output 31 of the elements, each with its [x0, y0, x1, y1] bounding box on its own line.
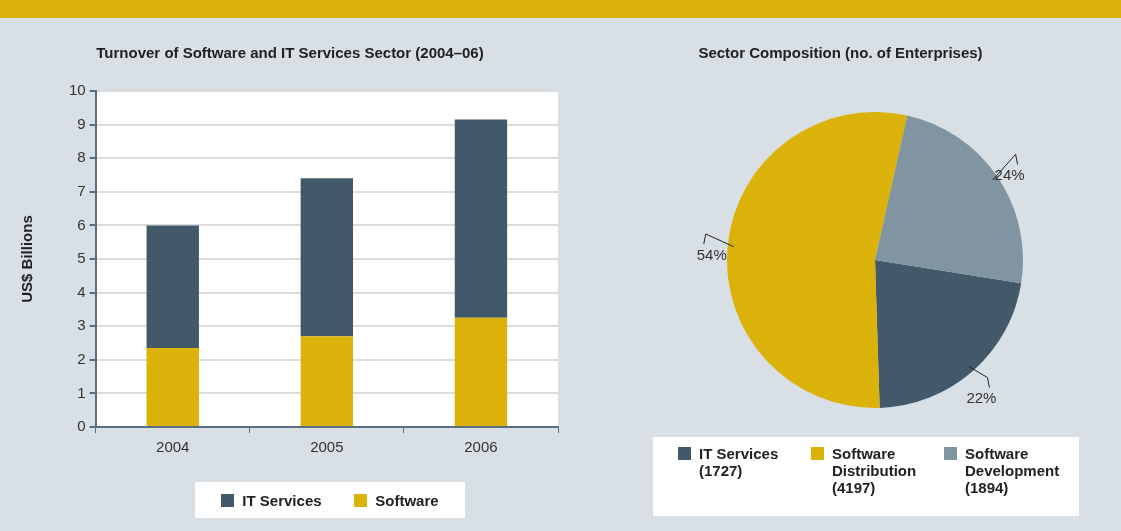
data-label: 54%: [696, 245, 727, 263]
bar: [454, 317, 508, 426]
legend-label: Software: [375, 491, 439, 509]
chart-title: Sector Composition (no. of Enterprises): [697, 44, 984, 61]
bar: [146, 225, 199, 349]
legend-label: Software Distribution (4197): [832, 445, 917, 496]
y-tick-label: 1: [77, 383, 86, 401]
legend-label: Software Development (1894): [965, 445, 1060, 496]
bar: [146, 348, 199, 426]
chart-title: Turnover of Software and IT Services Sector (2004–06): [95, 44, 485, 61]
y-tick-label: 8: [77, 148, 86, 166]
y-tick-label: 6: [77, 215, 86, 233]
bar: [300, 336, 354, 426]
y-tick-label: 3: [77, 316, 86, 334]
y-tick-label: 4: [77, 282, 86, 300]
data-label: 24%: [994, 166, 1025, 184]
y-axis-title: US$ Billions: [18, 215, 36, 303]
y-tick-label: 9: [77, 114, 86, 132]
bar: [300, 178, 354, 337]
y-tick-label: 0: [77, 417, 86, 435]
y-tick-label: 10: [69, 81, 86, 99]
data-label: 22%: [966, 389, 997, 407]
legend-label: IT Services: [242, 491, 322, 509]
bar: [454, 119, 508, 318]
y-tick-label: 5: [77, 249, 86, 267]
x-tick-label: 2004: [156, 438, 190, 456]
y-tick-label: 2: [77, 349, 86, 367]
legend-label: IT Services (1727): [699, 445, 780, 479]
x-tick-label: 2005: [310, 438, 344, 456]
x-tick-label: 2006: [464, 438, 498, 456]
y-tick-label: 7: [77, 181, 86, 199]
